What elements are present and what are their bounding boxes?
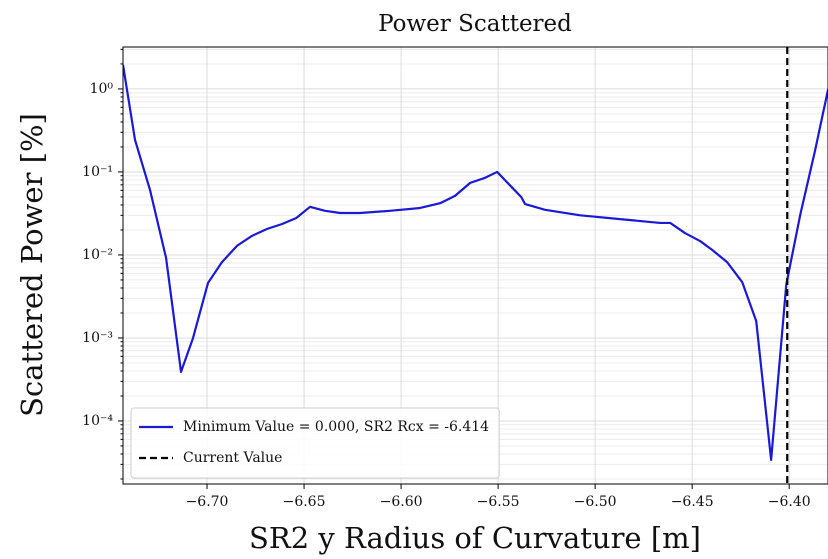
x-tick-label: −6.65 xyxy=(283,494,326,510)
x-tick-label: −6.60 xyxy=(380,494,423,510)
series-line xyxy=(123,64,828,461)
x-tick-label: −6.70 xyxy=(186,494,229,510)
y-tick-label: 10⁻⁴ xyxy=(82,413,113,429)
y-tick-label: 10⁻² xyxy=(82,247,113,263)
y-tick-label: 10⁻³ xyxy=(82,330,113,346)
x-tick-label: −6.45 xyxy=(671,494,714,510)
x-tick-label: −6.55 xyxy=(477,494,520,510)
y-tick-label: 10⁻¹ xyxy=(82,164,113,180)
y-axis-label: Scattered Power [%] xyxy=(15,113,49,417)
legend: Minimum Value = 0.000, SR2 Rcx = -6.414 C… xyxy=(130,407,500,479)
chart-title: Power Scattered xyxy=(378,11,572,37)
y-tick-label: 10⁰ xyxy=(90,81,114,97)
x-tick-label: −6.40 xyxy=(768,494,811,510)
plot-marks xyxy=(123,47,828,484)
axes: −6.70 −6.65 −6.60 −6.55 −6.50 −6.45 −6.40 10⁰ 10… xyxy=(82,48,811,510)
legend-label: Minimum Value = 0.000, SR2 Rcx = -6.414 xyxy=(183,419,489,435)
legend-label: Current Value xyxy=(183,450,282,466)
x-tick-label: −6.50 xyxy=(574,494,617,510)
x-axis-label: SR2 y Radius of Curvature [m] xyxy=(249,521,701,555)
plot-frame xyxy=(122,46,828,485)
legend-box xyxy=(130,407,500,479)
